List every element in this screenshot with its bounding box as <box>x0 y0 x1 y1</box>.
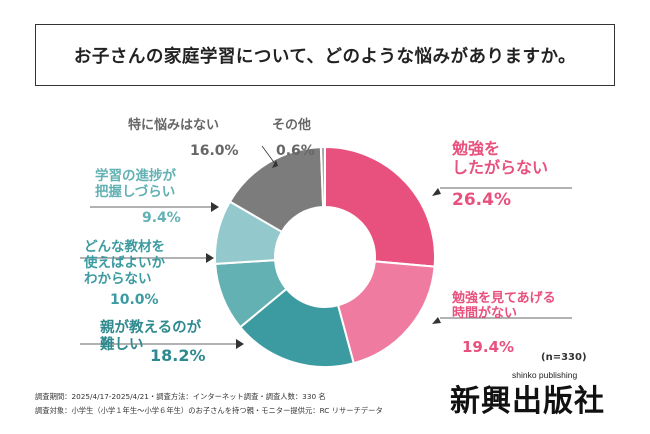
slice-label-4: どんな教材を 使えばよいか わからない <box>84 239 165 288</box>
leader-arrow-6 <box>272 160 278 168</box>
leader-arrow-4 <box>206 253 214 263</box>
slice-value-6: 16.0% <box>190 143 239 159</box>
leader-lines <box>80 145 572 349</box>
donut-slice-2 <box>336 260 436 365</box>
leader-arrow-1 <box>432 188 441 196</box>
publisher-logo: shinko publishing 新興出版社 <box>450 370 620 419</box>
slice-label-line: わからない <box>84 270 152 287</box>
chart-title: お子さんの家庭学習について、どのような悩みがありますか。 <box>73 46 577 67</box>
slice-label-line: したがらない <box>452 157 549 177</box>
slice-label-line: 親が教えるのが <box>100 320 202 336</box>
slice-label-line: その他 <box>272 118 312 133</box>
leader-arrow-2 <box>432 317 441 324</box>
slice-label-line: 使えばよいか <box>84 254 165 271</box>
donut-slice-7 <box>319 145 326 209</box>
slice-label-3: 親が教えるのが 難しい <box>100 320 201 354</box>
donut-slice-3 <box>238 287 355 368</box>
footer-survey-target: 調査対象：小学生（小学１年生〜小学６年生）のお子さんを持つ親・モニター提供元：R… <box>35 406 383 415</box>
slice-label-1: 勉強を したがらない <box>452 139 549 178</box>
title-box: お子さんの家庭学習について、どのような悩みがありますか。 <box>35 24 615 86</box>
slice-value-7: 0.6% <box>276 143 315 159</box>
slice-label-2: 勉強を見てあげる 時間がない <box>452 291 556 322</box>
slice-label-line: 難しい <box>100 337 144 354</box>
sample-size-note: (n=330) <box>541 352 587 363</box>
slice-label-7: その他 <box>272 118 311 133</box>
slice-label-5: 学習の進捗が 把握しづらい <box>95 168 176 201</box>
logo-roman-text: shinko publishing <box>512 370 578 380</box>
leader-line-6 <box>261 145 277 166</box>
leader-arrow-3 <box>236 339 244 349</box>
slice-label-line: 特に悩みはない <box>128 118 220 133</box>
slice-value-3: 18.2% <box>150 346 206 365</box>
slice-label-line: 勉強を見てあげる <box>452 291 556 306</box>
slice-label-line: どんな教材を <box>84 239 165 255</box>
slice-value-5: 9.4% <box>142 210 181 226</box>
footer-survey-period: 調査期間：2025/4/17-2025/4/21・調査方法：インターネット調査・… <box>35 392 326 401</box>
slice-label-line: 勉強を <box>452 139 501 158</box>
slice-value-2: 19.4% <box>462 338 515 356</box>
donut-slice-1 <box>324 145 436 268</box>
slice-label-6: 特に悩みはない <box>128 118 219 133</box>
leader-arrow-5 <box>211 202 219 212</box>
slice-value-1: 26.4% <box>452 190 511 210</box>
slice-value-4: 10.0% <box>110 292 159 308</box>
slice-label-line: 時間がない <box>452 306 518 322</box>
logo-kanji-text: 新興出版社 <box>450 384 605 419</box>
donut-slices <box>214 145 436 368</box>
slice-label-line: 学習の進捗が <box>95 168 176 184</box>
slice-label-line: 把握しづらい <box>95 183 176 200</box>
